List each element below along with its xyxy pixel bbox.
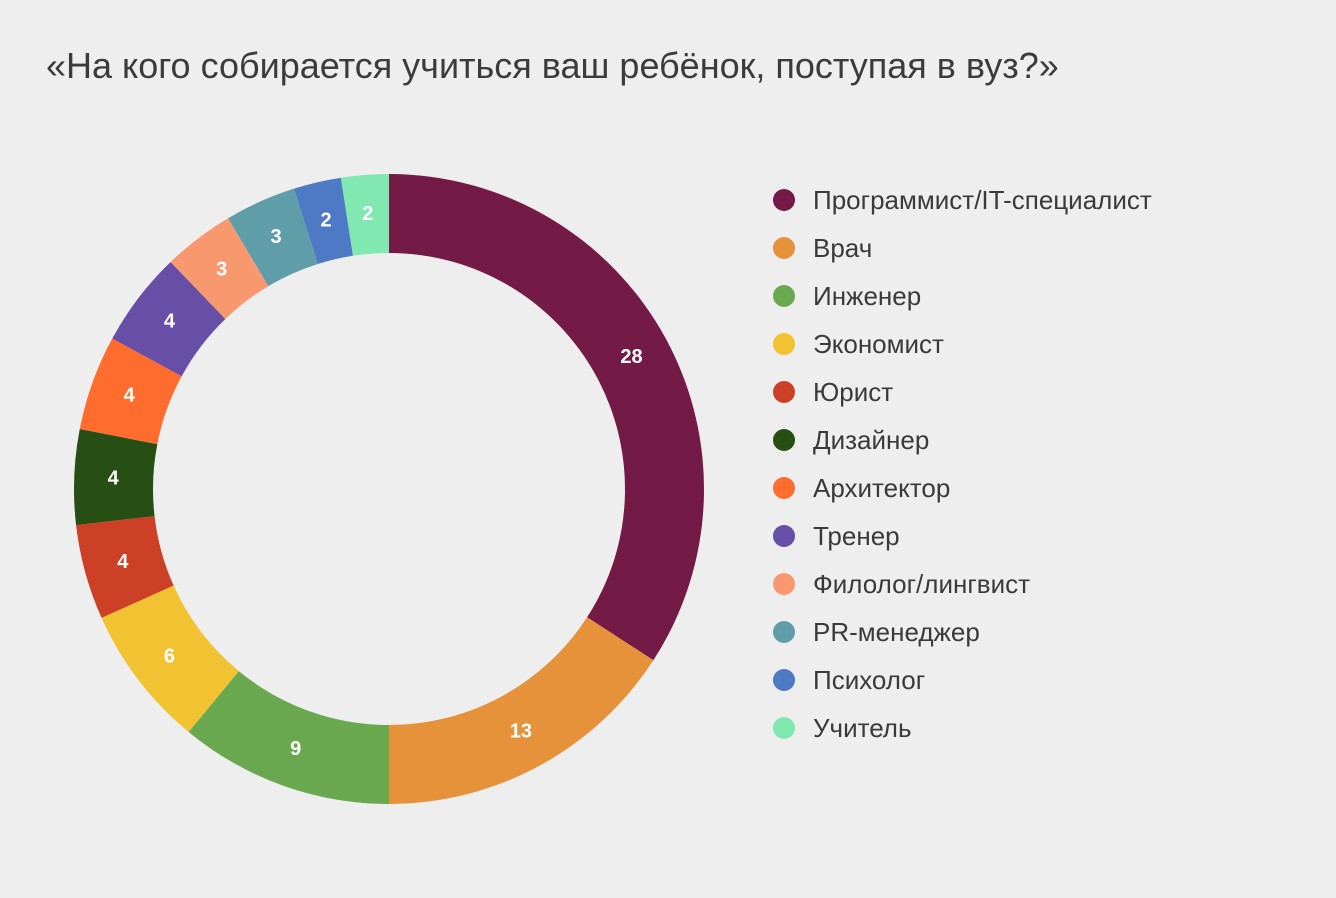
slice-value-label: 13 xyxy=(510,720,532,742)
slice-value-label: 28 xyxy=(620,346,642,368)
legend-item-3: Экономист xyxy=(773,320,1152,368)
legend-label: Психолог xyxy=(813,664,926,695)
legend-label: Дизайнер xyxy=(813,424,930,455)
donut-slice-4 xyxy=(76,516,174,618)
legend-item-4: Юрист xyxy=(773,368,1152,416)
slice-value-label: 4 xyxy=(108,467,120,489)
legend-label: Архитектор xyxy=(813,472,951,503)
legend-label: Учитель xyxy=(813,712,912,743)
legend-swatch xyxy=(773,621,795,643)
legend-label: PR-менеджер xyxy=(813,616,980,647)
donut-slice-6 xyxy=(79,338,182,445)
legend-item-11: Учитель xyxy=(773,704,1152,752)
slice-value-label: 2 xyxy=(362,203,373,225)
slice-value-label: 4 xyxy=(164,311,176,333)
legend-swatch xyxy=(773,669,795,691)
slice-value-label: 6 xyxy=(164,645,175,667)
donut-chart: 28 13 9 6 4 4 4 4 3 3 2 2 xyxy=(74,174,704,804)
donut-slice-9 xyxy=(228,188,318,287)
donut-slice-3 xyxy=(101,585,239,733)
donut-slice-5 xyxy=(74,429,158,526)
legend-swatch xyxy=(773,333,795,355)
donut-slice-2 xyxy=(188,671,389,804)
legend-swatch xyxy=(773,573,795,595)
donut-slice-8 xyxy=(170,218,269,319)
slice-value-label: 2 xyxy=(321,209,332,231)
legend-label: Юрист xyxy=(813,376,894,407)
legend-label: Филолог/лингвист xyxy=(813,568,1031,599)
donut-slice-0 xyxy=(389,174,704,661)
legend-swatch xyxy=(773,189,795,211)
legend-swatch xyxy=(773,717,795,739)
legend-item-5: Дизайнер xyxy=(773,416,1152,464)
donut-slice-11 xyxy=(340,174,389,256)
chart-title: «На кого собирается учиться ваш ребёнок,… xyxy=(46,45,1059,86)
slice-value-label: 4 xyxy=(124,385,136,407)
legend-item-1: Врач xyxy=(773,224,1152,272)
slice-value-label: 3 xyxy=(216,258,227,280)
legend-swatch xyxy=(773,429,795,451)
slice-value-label: 4 xyxy=(117,551,129,573)
legend-label: Врач xyxy=(813,232,873,263)
legend-label: Тренер xyxy=(813,520,900,551)
legend-item-6: Архитектор xyxy=(773,464,1152,512)
legend-item-8: Филолог/лингвист xyxy=(773,560,1152,608)
legend-swatch xyxy=(773,237,795,259)
slice-value-label: 3 xyxy=(271,226,282,248)
legend-item-0: Программист/IT-специалист xyxy=(773,176,1152,224)
donut-slice-1 xyxy=(389,617,654,804)
legend-item-10: Психолог xyxy=(773,656,1152,704)
chart-legend: Программист/IT-специалист Врач Инженер Экон… xyxy=(773,176,1152,752)
legend-item-2: Инженер xyxy=(773,272,1152,320)
legend-swatch xyxy=(773,381,795,403)
legend-label: Программист/IT-специалист xyxy=(813,184,1152,215)
legend-item-7: Тренер xyxy=(773,512,1152,560)
donut-slice-7 xyxy=(112,262,226,377)
slice-value-label: 9 xyxy=(290,738,301,760)
legend-label: Экономист xyxy=(813,328,944,359)
legend-swatch xyxy=(773,525,795,547)
donut-slice-10 xyxy=(293,177,353,264)
legend-item-9: PR-менеджер xyxy=(773,608,1152,656)
legend-label: Инженер xyxy=(813,280,922,311)
legend-swatch xyxy=(773,477,795,499)
legend-swatch xyxy=(773,285,795,307)
